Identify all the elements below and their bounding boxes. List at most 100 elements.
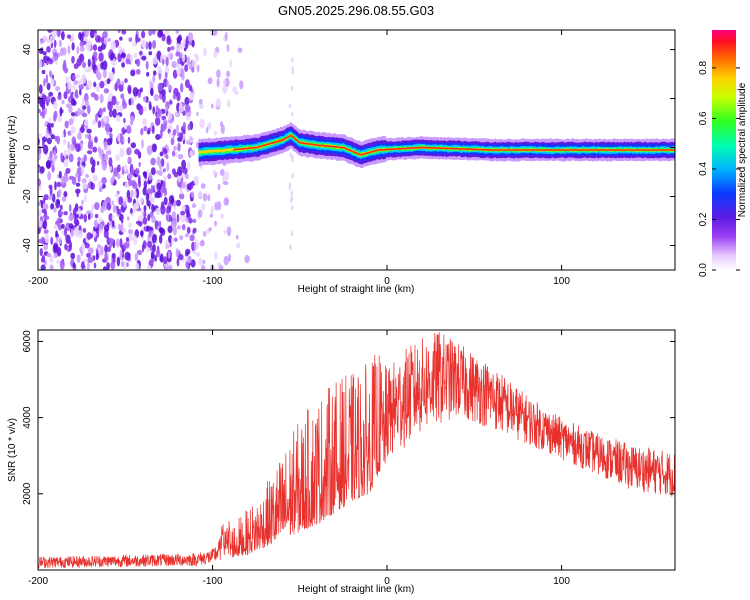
noise-blob <box>166 214 169 221</box>
noise-blob <box>87 261 90 270</box>
noise-blob <box>41 208 47 214</box>
noise-blob <box>151 30 156 35</box>
snr-series <box>38 331 675 570</box>
noise-blob <box>83 154 87 163</box>
noise-blob <box>41 69 46 75</box>
noise-blob <box>140 197 144 205</box>
noise-blob <box>176 257 180 267</box>
noise-blob <box>157 108 161 118</box>
spectrogram-x-ticks: -200 -100 0 100 <box>28 30 570 287</box>
noise-blob <box>133 235 138 246</box>
noise-blob <box>89 30 95 39</box>
noise-blob <box>88 247 94 255</box>
noise-blob <box>201 239 205 246</box>
noise-blob <box>94 202 100 211</box>
noise-blob <box>147 264 152 270</box>
noise-blob <box>42 144 49 155</box>
noise-blob <box>83 258 89 263</box>
noise-blob <box>179 51 183 59</box>
noise-blob <box>121 250 125 258</box>
noise-blob <box>96 228 100 239</box>
noise-blob <box>123 117 126 124</box>
noise-blob <box>177 166 183 177</box>
noise-blob <box>171 237 174 245</box>
noise-blob <box>40 201 44 209</box>
noise-blob <box>236 242 241 249</box>
noise-blob <box>46 252 52 258</box>
noise-blob <box>175 51 180 57</box>
noise-blob <box>155 116 161 126</box>
noise-blob <box>70 228 74 238</box>
noise-blob <box>152 70 157 76</box>
snr-y-axis-label: SNR (10 * v/v) <box>7 418 18 482</box>
noise-blob <box>210 205 214 215</box>
colorbar-tick-label: 0.8 <box>698 61 709 75</box>
colorbar-tick-label: 0.2 <box>698 212 709 226</box>
noise-blob <box>223 229 227 235</box>
noise-blob <box>150 87 154 97</box>
noise-blob <box>152 234 157 244</box>
y-tick-label: 4000 <box>22 406 33 429</box>
noise-blob <box>183 47 187 52</box>
noise-blob <box>106 78 111 85</box>
noise-blob <box>50 134 56 140</box>
noise-blob <box>42 197 46 205</box>
noise-blob <box>159 226 163 234</box>
spectrogram-y-axis-label: Frequency (Hz) <box>7 116 18 185</box>
noise-blob <box>84 133 89 139</box>
noise-blob <box>65 103 72 108</box>
noise-blob <box>120 93 125 100</box>
noise-blob <box>55 59 58 65</box>
noise-blob <box>76 189 79 198</box>
noise-blob <box>226 226 232 237</box>
noise-blob <box>158 69 163 74</box>
noise-blob <box>175 247 179 258</box>
noise-blob <box>47 95 51 103</box>
noise-blob <box>119 147 125 158</box>
noise-blob <box>212 169 216 176</box>
noise-blob <box>49 264 54 270</box>
noise-blob <box>41 255 46 260</box>
noise-blob <box>126 147 132 156</box>
noise-blob <box>47 195 53 200</box>
y-tick-label: 2000 <box>22 482 33 505</box>
noise-blob <box>214 130 217 136</box>
snr-panel: -200 -100 0 100 2000 4000 6000 Height of stra… <box>7 329 676 595</box>
y-tick-label: 20 <box>22 93 33 105</box>
noise-blob <box>141 39 147 48</box>
noise-blob <box>97 244 101 249</box>
noise-blob <box>290 190 293 196</box>
noise-blob <box>64 243 68 251</box>
noise-blob <box>97 120 102 129</box>
noise-blob <box>44 133 50 139</box>
noise-blob <box>159 253 164 263</box>
noise-blob <box>58 188 62 198</box>
noise-blob <box>187 32 194 43</box>
noise-blob <box>130 69 136 77</box>
colorbar-label: Normalized spectral amplitude <box>737 82 748 217</box>
noise-blob <box>158 30 164 37</box>
x-tick-label: 100 <box>553 276 570 287</box>
noise-blob <box>54 135 58 142</box>
noise-blob <box>141 139 144 149</box>
noise-blob <box>137 249 143 256</box>
noise-blob <box>146 71 150 77</box>
noise-blob <box>50 203 55 210</box>
noise-blob <box>187 255 192 264</box>
noise-blob <box>210 103 214 109</box>
noise-blob <box>52 55 55 63</box>
noise-blob <box>179 182 182 189</box>
noise-blob <box>154 254 157 262</box>
noise-blob <box>177 153 184 160</box>
noise-blob <box>291 205 294 211</box>
noise-blob <box>173 237 178 242</box>
noise-blob <box>191 66 195 73</box>
noise-blob <box>51 122 54 128</box>
noise-blob <box>161 33 166 42</box>
noise-blob <box>77 108 82 116</box>
noise-blob <box>117 132 121 142</box>
noise-blob <box>87 58 91 68</box>
noise-blob <box>98 149 105 157</box>
noise-blob <box>70 112 76 117</box>
spectrogram-y-ticks: -40 -20 0 20 40 <box>22 44 675 253</box>
